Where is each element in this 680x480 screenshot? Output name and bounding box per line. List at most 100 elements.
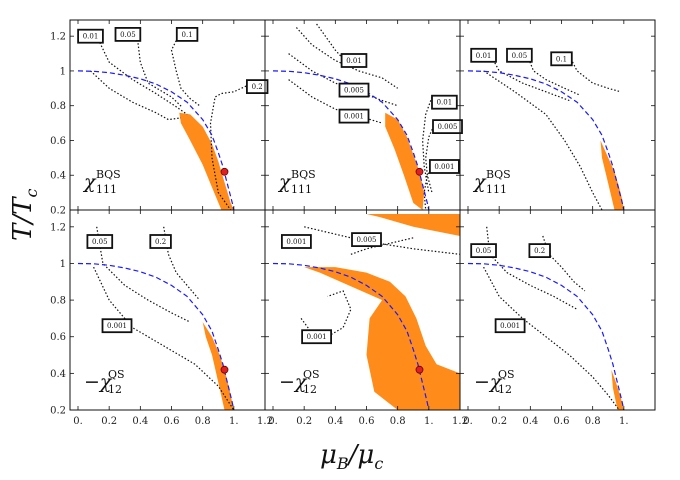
contour-label: 0.2	[534, 247, 545, 255]
contour-label-box	[175, 26, 199, 42]
plot-area	[272, 214, 460, 410]
x-tick-label: 0.8	[390, 416, 406, 427]
observable-subscript: 111	[486, 183, 507, 196]
plot-area	[467, 226, 625, 410]
panel-p3: 0.01 0.05 0.1 χ BQS 111	[459, 19, 656, 211]
contour-label-box	[470, 47, 497, 63]
contour-label: 0.2	[252, 83, 263, 91]
x-tick-label: 0.2	[491, 416, 507, 427]
contour-label: 0.001	[307, 333, 327, 341]
y-tick-label: 1	[60, 259, 66, 270]
y-tick-label: 0.6	[50, 136, 66, 147]
contour-label-box	[432, 119, 463, 134]
observable-label: χ	[277, 171, 292, 193]
crossover-line	[77, 70, 235, 210]
contour-label: 0.2	[155, 238, 166, 246]
contour-line	[483, 266, 620, 410]
y-tick-label: 0.4	[50, 369, 66, 380]
contour-label-box	[338, 82, 370, 98]
contour-label-box	[550, 51, 573, 67]
contour-label-box	[114, 26, 142, 42]
y-tick-label: 0.8	[50, 296, 66, 307]
contour-label-box	[149, 234, 172, 249]
contour-line	[526, 55, 581, 96]
x-tick-label: 0.2	[296, 416, 312, 427]
observable-label: χ	[472, 171, 487, 193]
orange-region	[304, 267, 460, 410]
y-tick-label: 1.2	[50, 222, 66, 233]
contour-line	[209, 82, 253, 210]
panel-p6: 0.05 0.2 0.001 −χQS 12 0. 0.2 0.4 0.6 0.8 1.	[459, 209, 656, 427]
x-tick-label: 0.6	[554, 416, 570, 427]
contour-label: 0.05	[476, 247, 492, 255]
orange-region	[202, 322, 234, 410]
observable-label: −χ	[474, 371, 503, 393]
contour-label: 0.1	[182, 31, 193, 39]
x-tick-label: 0.6	[359, 416, 375, 427]
contour-label-box	[340, 53, 368, 68]
contour-label-box	[494, 318, 526, 334]
x-tick-label: 0.6	[164, 416, 180, 427]
contour-line	[316, 23, 343, 58]
observable-subscript: 111	[291, 183, 312, 196]
contour-line	[304, 226, 460, 255]
contour-label-box	[506, 47, 533, 63]
x-tick-label: 1.2	[452, 416, 468, 427]
panel-p2: 0.01 0.005 0.001 0.01 0.005 0.001 χ BQS 111	[264, 19, 463, 211]
x-tick-label: 0.	[463, 416, 473, 427]
contour-line	[136, 36, 183, 108]
contour-label: 0.01	[83, 33, 99, 41]
observable-label: χ	[82, 171, 97, 193]
x-tick-label: 0.4	[522, 416, 538, 427]
contour-line	[421, 96, 433, 193]
panel-frame	[459, 209, 656, 411]
observable-subscript: 12	[498, 383, 512, 396]
contour-label: 0.05	[512, 52, 528, 60]
contour-label: 0.001	[286, 238, 306, 246]
x-tick-label: 1.	[619, 416, 629, 427]
contour-label: 0.001	[344, 113, 364, 121]
crossover-line	[77, 262, 235, 410]
contour-label: 0.001	[107, 322, 127, 330]
contour-line	[96, 35, 188, 115]
observable-label: −χ	[279, 371, 308, 393]
panel-grid: 0.01 0.05 0.10.2χ BQS1110.20.40.60.811.20.0…	[50, 19, 656, 427]
contour-label: 0.1	[556, 55, 567, 63]
contour-line	[93, 266, 235, 410]
y-tick-label: 0.2	[50, 406, 66, 417]
crossover-line	[272, 262, 430, 410]
contour-line	[425, 119, 438, 193]
contour-line	[96, 226, 191, 323]
contour-line	[489, 53, 570, 102]
x-tick-label: 0.8	[195, 416, 211, 427]
ticks: 0.2 0.4 0.6 0.8 1 1.2 0. 0.2 0.4 0.6 0.8 1. 1.2	[50, 210, 273, 427]
contour-label: 0.05	[120, 31, 136, 39]
orange-region	[600, 140, 624, 210]
x-tick-label: 1.	[424, 416, 434, 427]
x-tick-label: 1.2	[257, 416, 273, 427]
x-tick-label: 0.2	[101, 416, 117, 427]
contour-line	[486, 226, 578, 310]
panel-p1: 0.01 0.05 0.1 0.2 χ BQS 111 0.2 0.4 0.6 0.8 1 1.2	[50, 19, 269, 217]
contour-label: 0.005	[344, 87, 364, 95]
contour-line	[570, 58, 621, 93]
contour-label-box	[351, 232, 382, 248]
contour-line	[90, 70, 181, 121]
contour-label: 0.01	[346, 57, 362, 65]
ticks: 0.2 0.4 0.6 0.8 1 1.2	[50, 20, 266, 217]
critical-point	[415, 365, 424, 374]
x-tick-label: 0.4	[132, 416, 148, 427]
y-tick-label: 0.8	[50, 101, 66, 112]
orange-region-top	[366, 214, 460, 236]
contour-label-box	[470, 243, 497, 259]
observable-superscript: QS	[303, 368, 320, 381]
contour-label-box	[301, 329, 333, 345]
contour-label: 0.001	[434, 163, 454, 171]
y-tick-label: 0.6	[50, 332, 66, 343]
observable-subscript: 111	[96, 183, 117, 196]
observable-superscript: QS	[498, 368, 515, 381]
contour-label: 0.01	[437, 99, 453, 107]
observable-superscript: BQS	[96, 168, 121, 181]
contour-label-box	[86, 234, 114, 249]
